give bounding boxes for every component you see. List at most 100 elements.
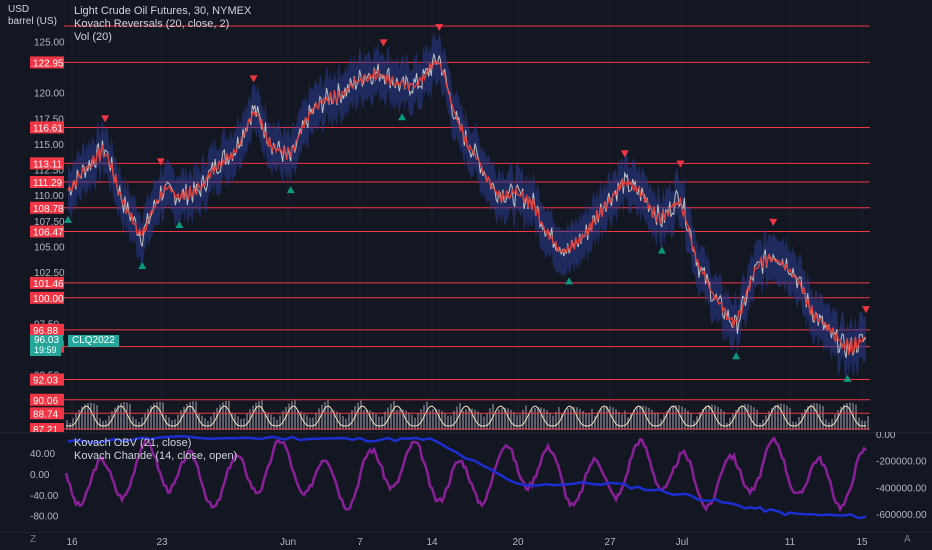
volume-bar bbox=[246, 413, 248, 430]
oscillator-panel[interactable]: 40.00 0.00 -40.00 -80.00 0.00 -200000.00 -4000… bbox=[0, 432, 932, 532]
volume-bar bbox=[285, 406, 287, 430]
volume-bar bbox=[126, 402, 128, 430]
volume-bar bbox=[471, 408, 473, 430]
volume-bar bbox=[270, 414, 272, 430]
volume-bar bbox=[591, 408, 593, 430]
volume-bar bbox=[588, 413, 590, 430]
volume-bar bbox=[306, 415, 308, 430]
time-axis[interactable]: 16 23 Jun 7 14 20 27 Jul 11 15 Z A bbox=[0, 532, 932, 550]
obv-label[interactable]: Kovach OBV (21, close) bbox=[74, 437, 192, 449]
volume-bar bbox=[213, 411, 215, 430]
volume-bar bbox=[123, 402, 125, 430]
volume-bar bbox=[585, 413, 587, 430]
symbol-title[interactable]: Light Crude Oil Futures, 30, NYMEX bbox=[74, 5, 252, 17]
volume-bar bbox=[339, 413, 341, 430]
level-tag bbox=[30, 121, 64, 134]
indicator-reversals-label[interactable]: Kovach Reversals (20, close, 2) bbox=[74, 18, 230, 30]
volume-bar bbox=[117, 404, 119, 430]
level-tag-label: 122.95 bbox=[33, 58, 64, 69]
volume-bar bbox=[531, 409, 533, 430]
level-tag bbox=[30, 201, 64, 214]
volume-bar bbox=[807, 406, 809, 430]
volume-bar bbox=[489, 408, 491, 430]
volume-bar bbox=[843, 404, 845, 430]
volume-bar bbox=[426, 401, 428, 430]
volume-bar bbox=[567, 408, 569, 430]
volume-bar bbox=[447, 415, 449, 430]
volume-bar bbox=[732, 413, 734, 430]
volume-bar bbox=[648, 407, 650, 430]
volume-bar bbox=[291, 401, 293, 430]
volume-bar bbox=[168, 417, 170, 430]
volume-bar bbox=[237, 416, 239, 430]
volume-bar bbox=[333, 410, 335, 430]
volume-bar bbox=[330, 410, 332, 430]
volume-bar bbox=[252, 405, 254, 430]
volume-bar bbox=[156, 402, 158, 430]
time-axis-svg[interactable]: 16 23 Jun 7 14 20 27 Jul 11 15 bbox=[0, 532, 932, 550]
volume-bar bbox=[345, 418, 347, 430]
price-chart[interactable]: 125.00 120.00 117.50 115.00 112.50 110.00 107.… bbox=[0, 0, 932, 432]
volume-bar bbox=[756, 409, 758, 430]
volume-bar bbox=[831, 418, 833, 430]
volume-bar bbox=[510, 409, 512, 430]
volume-bar bbox=[360, 400, 362, 430]
level-tag bbox=[30, 157, 64, 170]
chande-label[interactable]: Kovach Chande (14, close, open) bbox=[74, 450, 238, 462]
volume-bar bbox=[606, 406, 608, 430]
volume-bar bbox=[429, 410, 431, 430]
volume-bar bbox=[822, 406, 824, 430]
volume-bar bbox=[486, 412, 488, 430]
auto-scale-button[interactable]: A bbox=[904, 534, 911, 545]
volume-bar bbox=[465, 409, 467, 430]
volume-bar bbox=[201, 415, 203, 430]
volume-bar bbox=[198, 413, 200, 430]
volume-bar bbox=[174, 419, 176, 430]
volume-bar bbox=[684, 408, 686, 430]
volume-bar bbox=[675, 405, 677, 430]
volume-bar bbox=[780, 403, 782, 430]
volume-bar bbox=[741, 405, 743, 430]
volume-bar bbox=[759, 423, 761, 430]
volume-bar bbox=[636, 407, 638, 430]
level-tag bbox=[30, 56, 64, 69]
volume-bar bbox=[777, 404, 779, 430]
volume-bar bbox=[81, 406, 83, 430]
price-tick-label: 125.00 bbox=[34, 37, 65, 48]
time-label: 15 bbox=[856, 537, 868, 548]
oscillator-axes[interactable]: 40.00 0.00 -40.00 -80.00 0.00 -200000.00 -4000… bbox=[30, 432, 927, 523]
buy-signal bbox=[565, 277, 574, 285]
volume-bar bbox=[309, 417, 311, 430]
volume-bar bbox=[726, 422, 728, 430]
level-tag-label: 96.88 bbox=[33, 326, 58, 337]
level-tag-label: 90.06 bbox=[33, 396, 58, 407]
volume-bar bbox=[540, 407, 542, 430]
volume-bar bbox=[255, 402, 257, 430]
buy-signal bbox=[138, 261, 147, 269]
volume-bar bbox=[747, 404, 749, 430]
price-chart-panel[interactable]: 125.00 120.00 117.50 115.00 112.50 110.00 107.… bbox=[0, 0, 932, 432]
price-line bbox=[67, 53, 867, 359]
volume-bar bbox=[105, 420, 107, 430]
volume-bar bbox=[624, 410, 626, 430]
volume-bar bbox=[324, 401, 326, 430]
buy-signal bbox=[398, 113, 407, 121]
volume-bar bbox=[120, 403, 122, 430]
volume-bar bbox=[108, 415, 110, 430]
price-tick-label: 120.00 bbox=[34, 89, 65, 100]
level-tag bbox=[30, 291, 64, 304]
zoom-button[interactable]: Z bbox=[30, 534, 37, 545]
volume-bar bbox=[753, 407, 755, 430]
level-tag bbox=[30, 393, 64, 406]
price-tick-label: 110.00 bbox=[34, 191, 64, 202]
indicator-volume-label[interactable]: Vol (20) bbox=[74, 31, 112, 43]
volume-bar bbox=[750, 405, 752, 430]
volume-bar bbox=[438, 409, 440, 430]
volume-bar bbox=[714, 405, 716, 430]
level-tag-label: 108.78 bbox=[33, 204, 64, 215]
oscillator-chart[interactable]: 40.00 0.00 -40.00 -80.00 0.00 -200000.00 -4000… bbox=[0, 432, 932, 532]
volume-bar bbox=[837, 410, 839, 430]
time-label: 7 bbox=[357, 537, 363, 548]
volume-bar bbox=[669, 408, 671, 430]
obv-tick-label: -200000.00 bbox=[876, 457, 927, 468]
